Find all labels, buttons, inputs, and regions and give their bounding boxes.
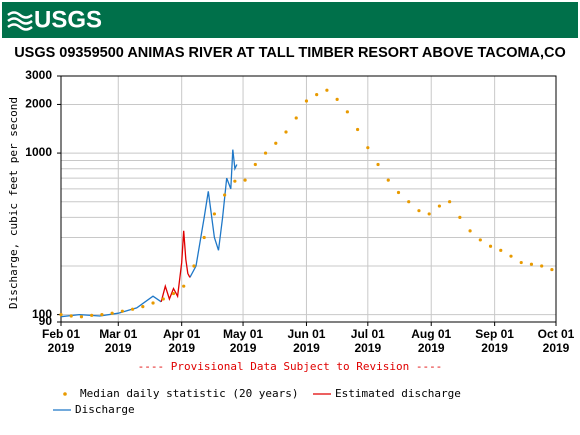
annotation: ---- Provisional Data Subject to Revisio… — [138, 360, 443, 373]
median-point — [499, 248, 503, 252]
median-point — [355, 127, 360, 132]
x-tick-label: Jul 01 — [351, 327, 385, 341]
median-point — [141, 305, 145, 309]
median-point — [223, 193, 227, 197]
logo: USGS — [34, 6, 102, 33]
median-point — [233, 179, 237, 183]
median-point — [366, 146, 370, 150]
series-line — [160, 230, 191, 302]
median-point — [100, 313, 104, 317]
header-bar — [2, 2, 578, 38]
median-point — [386, 178, 390, 182]
legend-label: Estimated discharge — [335, 387, 461, 400]
x-tick-label: Mar 01 — [99, 327, 137, 341]
median-point — [427, 212, 431, 216]
x-tick-label: May 01 — [223, 327, 263, 341]
x-tick-label: Feb 01 — [42, 327, 80, 341]
median-point — [212, 212, 217, 216]
median-point — [550, 267, 554, 272]
x-tick-label: 2019 — [230, 341, 257, 355]
x-tick-label: Oct 01 — [538, 327, 575, 341]
median-point — [284, 130, 288, 134]
x-tick-label: Aug 01 — [411, 327, 451, 341]
median-point — [437, 204, 442, 208]
plot-frame — [60, 75, 557, 323]
x-tick-label: 2019 — [543, 341, 570, 355]
median-point — [335, 97, 339, 101]
chart-title: USGS 09359500 ANIMAS RIVER AT TALL TIMBE… — [14, 45, 566, 61]
x-tick-label: 2019 — [168, 341, 195, 355]
median-point — [202, 235, 206, 240]
series-line — [60, 149, 238, 318]
median-point — [161, 297, 165, 301]
x-tick-label: Jun 01 — [287, 327, 325, 341]
median-point — [396, 190, 401, 195]
median-point — [192, 264, 196, 268]
median-point — [79, 315, 84, 319]
median-point — [509, 254, 513, 258]
median-point — [325, 88, 329, 92]
median-point — [468, 229, 472, 233]
median-point — [120, 309, 124, 313]
median-point — [151, 301, 155, 305]
y-tick-label: 3000 — [25, 68, 52, 82]
median-point — [69, 314, 73, 318]
median-point — [376, 162, 380, 167]
median-point — [478, 238, 482, 242]
median-point — [540, 264, 544, 268]
median-point — [458, 215, 462, 219]
median-point — [488, 244, 493, 248]
x-tick-label: 2019 — [354, 341, 381, 355]
x-tick-label: 2019 — [48, 341, 75, 355]
median-point — [304, 99, 309, 103]
legend-label: Median daily statistic (20 years) — [80, 387, 299, 400]
x-tick-label: 2019 — [105, 341, 132, 355]
x-tick-label: Apr 01 — [163, 327, 201, 341]
median-point — [263, 151, 268, 155]
y-tick-label: 1000 — [25, 145, 52, 159]
median-point — [407, 200, 411, 204]
median-point — [315, 93, 319, 97]
median-point — [529, 262, 534, 266]
median-point — [110, 311, 114, 315]
median-point — [417, 209, 421, 213]
legend-label: Discharge — [75, 403, 135, 416]
median-point — [182, 284, 186, 288]
x-tick-label: 2019 — [481, 341, 508, 355]
logo-waves — [7, 11, 33, 31]
median-point — [90, 313, 94, 317]
median-point — [59, 313, 63, 317]
x-tick-label: 2019 — [418, 341, 445, 355]
median-point — [294, 116, 298, 120]
legend-marker — [63, 392, 67, 396]
y-tick-label: 2000 — [25, 97, 52, 111]
median-point — [130, 307, 135, 311]
x-tick-label: Sep 01 — [475, 327, 514, 341]
median-point — [345, 110, 349, 114]
y-tick-label: 90 — [39, 314, 53, 328]
median-point — [519, 260, 523, 265]
median-point — [253, 162, 257, 167]
median-point — [274, 141, 278, 145]
y-tick-label: 100 — [32, 307, 52, 321]
x-tick-label: 2019 — [293, 341, 320, 355]
median-point — [171, 291, 176, 296]
median-point — [243, 178, 247, 182]
y-axis-label: Discharge, cubic feet per second — [7, 97, 20, 309]
median-point — [448, 200, 452, 204]
